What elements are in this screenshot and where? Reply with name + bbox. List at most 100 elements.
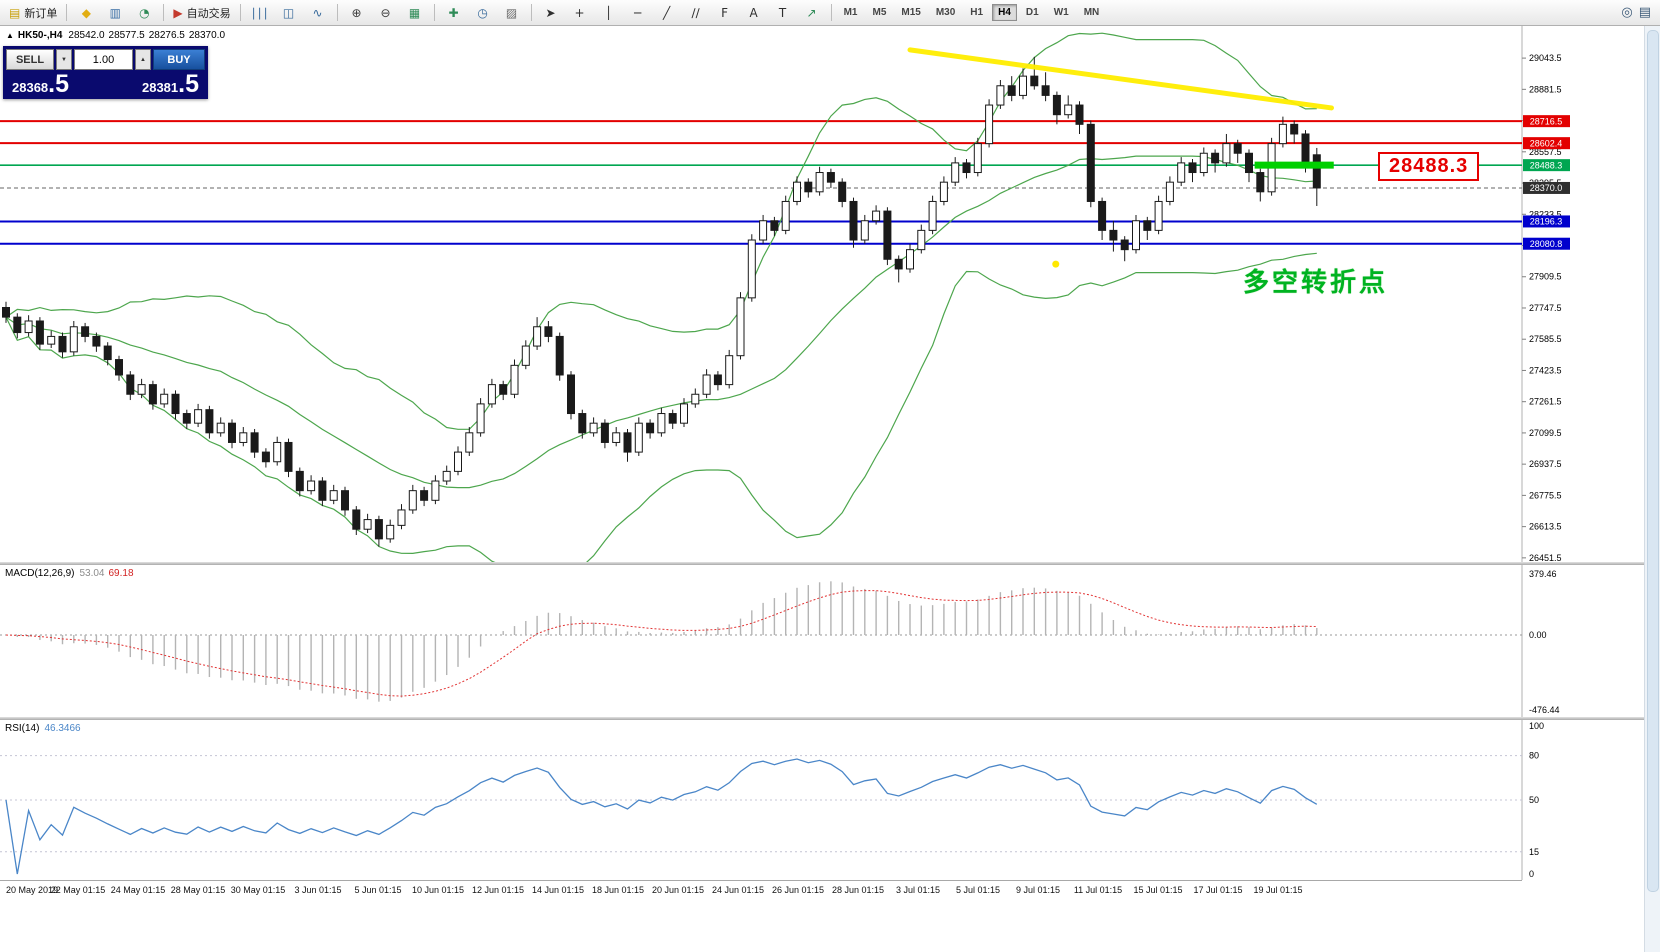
bull-candle	[939, 181, 948, 202]
bear-candle	[284, 441, 293, 472]
bull-candle	[736, 297, 745, 357]
bear-candle	[1290, 123, 1299, 135]
bear-candle	[1188, 162, 1197, 174]
turning-point-annotation: 多空转折点	[1243, 267, 1389, 297]
price-chart-svg[interactable]: 29043.528881.528719.528557.528395.528233…	[0, 26, 1572, 562]
templates-icon[interactable]: ▨	[498, 2, 526, 24]
time-label: 10 Jun 01:15	[411, 885, 465, 895]
bar-chart-icon[interactable]: ∣∣∣	[246, 2, 274, 24]
sell-price: 28368.5	[12, 70, 70, 98]
bull-candle	[725, 355, 734, 386]
data-window-icon: ◔	[139, 5, 150, 20]
rsi-panel-svg[interactable]: 100 80 50 15 0	[0, 720, 1572, 880]
scrollbar-thumb[interactable]	[1647, 30, 1659, 892]
new-order-icon: ▤	[9, 5, 21, 20]
price-tick-label: 26451.5	[1529, 553, 1562, 562]
bear-candle	[13, 316, 22, 334]
bull-candle	[906, 249, 914, 270]
periods-icon[interactable]: ◷	[469, 2, 497, 24]
timeframe-mn[interactable]: MN	[1083, 7, 1100, 18]
vertical-line-icon[interactable]: │	[595, 2, 623, 24]
macd-scale-bottom: -476.44	[1529, 705, 1560, 715]
text-icon[interactable]: A	[740, 2, 768, 24]
timeframe-m5[interactable]: M5	[872, 7, 887, 18]
toolbar-separator	[530, 4, 532, 21]
timeframe-m15[interactable]: M15	[901, 7, 921, 18]
bull-candle	[1154, 200, 1163, 231]
arrows-icon[interactable]: ↗	[798, 2, 826, 24]
indicators-icon[interactable]: ✚	[440, 2, 468, 24]
bear-candle	[838, 181, 847, 202]
line-chart-icon[interactable]: ∿	[304, 2, 332, 24]
bull-candle	[465, 432, 474, 453]
bull-candle	[273, 441, 282, 463]
bull-candle	[747, 239, 756, 299]
timeframe-m30[interactable]: M30	[935, 7, 956, 18]
buy-button[interactable]: BUY	[153, 49, 205, 70]
data-window-icon[interactable]: ◔	[130, 2, 158, 24]
bull-candle	[634, 422, 643, 453]
bull-candle	[160, 393, 169, 405]
zoom-out-icon[interactable]: ⊖	[372, 2, 400, 24]
rsi-scale-label: 80	[1529, 751, 1539, 761]
volume-increase-button[interactable]: ▲	[135, 49, 151, 70]
macd-panel-svg[interactable]: 379.46 0.00 -476.44	[0, 565, 1572, 717]
price-tick-label: 27585.5	[1529, 334, 1562, 344]
bull-candle	[702, 374, 711, 395]
timeframe-d1[interactable]: D1	[1025, 7, 1039, 18]
price-tick-label: 28233.5	[1529, 209, 1562, 219]
trendline-icon[interactable]: ╱	[653, 2, 681, 24]
cursor-icon[interactable]: ➤	[537, 2, 565, 24]
bear-candle	[318, 480, 327, 501]
search-icon[interactable]: ◎	[1621, 5, 1633, 20]
volume-input[interactable]: 1.00	[74, 49, 133, 70]
price-tick-label: 26937.5	[1529, 459, 1562, 469]
timeframe-h1[interactable]: H1	[970, 7, 984, 18]
fibonacci-icon[interactable]: F	[711, 2, 739, 24]
bear-candle	[1233, 143, 1242, 154]
print-icon[interactable]: ▤	[1638, 5, 1651, 20]
arrows-icon: ↗	[806, 5, 817, 20]
time-label: 26 Jun 01:15	[771, 885, 825, 895]
zoom-in-icon[interactable]: ⊕	[343, 2, 371, 24]
channel-icon[interactable]: ∕∕	[682, 2, 710, 24]
timeframe-h4[interactable]: H4	[992, 4, 1017, 21]
bull-candle	[589, 422, 598, 434]
vertical-scrollbar[interactable]	[1644, 26, 1660, 952]
yellow-dot-marker[interactable]	[1052, 260, 1060, 268]
candlestick-chart-icon[interactable]: ◫	[275, 2, 303, 24]
auto-trading-button[interactable]: ▶ 自动交易	[169, 2, 234, 24]
market-watch-icon[interactable]: ▥	[101, 2, 129, 24]
bear-candle	[2, 306, 10, 318]
volume-decrease-button[interactable]: ▼	[56, 49, 72, 70]
new-order-button[interactable]: ▤ 新订单	[5, 2, 61, 24]
templates-icon: ▨	[505, 5, 518, 20]
tile-windows-icon[interactable]: ▦	[401, 2, 429, 24]
label-icon[interactable]: T	[769, 2, 797, 24]
bear-candle	[103, 345, 112, 361]
timeframe-m1[interactable]: M1	[843, 7, 858, 18]
sell-button[interactable]: SELL	[6, 49, 54, 70]
bear-candle	[1007, 85, 1016, 96]
bear-candle	[171, 393, 180, 415]
bull-candle	[793, 181, 801, 202]
time-label: 28 May 01:15	[170, 885, 226, 895]
support-price-tag-1	[1523, 215, 1570, 228]
yellow-trendline[interactable]	[907, 47, 1334, 111]
bear-candle	[1312, 154, 1321, 189]
bear-candle	[578, 413, 587, 434]
axis-label: 28196.3	[1530, 217, 1563, 227]
price-callout-label[interactable]: 28488.3	[1378, 152, 1480, 181]
bear-candle	[1052, 94, 1061, 116]
bear-candle	[1301, 133, 1310, 164]
toolbar-separator	[336, 4, 338, 21]
panel-splitter-macd[interactable]	[0, 562, 1660, 565]
price-tick-label: 27747.5	[1529, 303, 1562, 313]
metaquotes-icon[interactable]: ◆	[72, 2, 100, 24]
panel-splitter-rsi[interactable]	[0, 717, 1660, 720]
crosshair-icon[interactable]: +	[566, 2, 594, 24]
bear-candle	[352, 509, 361, 530]
fibonacci-icon: F	[721, 5, 729, 20]
timeframe-w1[interactable]: W1	[1053, 7, 1069, 18]
horizontal-line-icon[interactable]: ─	[624, 2, 652, 24]
